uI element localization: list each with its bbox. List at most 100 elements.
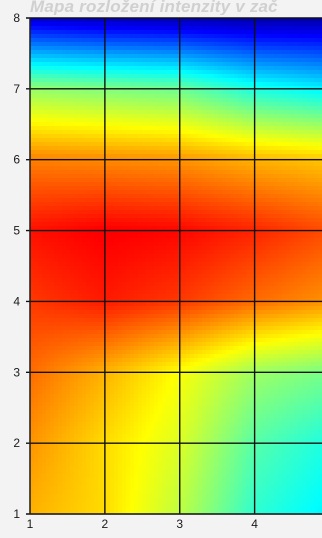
heatmap-cell xyxy=(310,202,315,207)
heatmap-cell xyxy=(282,166,287,171)
heatmap-cell xyxy=(186,102,191,107)
heatmap-cell xyxy=(142,142,147,147)
heatmap-cell xyxy=(150,286,155,291)
heatmap-cell xyxy=(210,118,215,123)
heatmap-cell xyxy=(142,30,147,35)
heatmap-cell xyxy=(150,22,155,27)
heatmap-cell xyxy=(174,106,179,111)
heatmap-cell xyxy=(94,110,99,115)
heatmap-cell xyxy=(142,42,147,47)
heatmap-cell xyxy=(194,262,199,267)
heatmap-cell xyxy=(54,262,59,267)
heatmap-cell xyxy=(222,270,227,275)
heatmap-cell xyxy=(30,210,35,215)
heatmap-cell xyxy=(58,242,63,247)
heatmap-cell xyxy=(146,74,151,79)
heatmap-cell xyxy=(258,138,263,143)
heatmap-cell xyxy=(210,142,215,147)
heatmap-cell xyxy=(50,218,55,223)
heatmap-cell xyxy=(90,278,95,283)
heatmap-cell xyxy=(78,138,83,143)
heatmap-cell xyxy=(114,182,119,187)
heatmap-cell xyxy=(86,262,91,267)
heatmap-cell xyxy=(174,214,179,219)
heatmap-cell xyxy=(210,182,215,187)
heatmap-cell xyxy=(162,94,167,99)
heatmap-cell xyxy=(290,186,295,191)
heatmap-cell xyxy=(214,46,219,51)
heatmap-cell xyxy=(318,122,322,127)
heatmap-cell xyxy=(186,46,191,51)
heatmap-cell xyxy=(182,30,187,35)
heatmap-cell xyxy=(234,278,239,283)
heatmap-cell xyxy=(158,30,163,35)
heatmap-cell xyxy=(202,142,207,147)
heatmap-cell xyxy=(246,146,251,151)
heatmap-cell xyxy=(186,38,191,43)
heatmap-cell xyxy=(238,46,243,51)
heatmap-cell xyxy=(278,30,283,35)
heatmap-cell xyxy=(130,42,135,47)
heatmap-cell xyxy=(34,98,39,103)
heatmap-cell xyxy=(42,130,47,135)
heatmap-cell xyxy=(250,238,255,243)
heatmap-cell xyxy=(138,206,143,211)
heatmap-cell xyxy=(278,130,283,135)
heatmap-cell xyxy=(254,166,259,171)
heatmap-cell xyxy=(46,58,51,63)
heatmap-cell xyxy=(142,50,147,55)
heatmap-cell xyxy=(218,130,223,135)
heatmap-cell xyxy=(314,162,319,167)
heatmap-cell xyxy=(194,162,199,167)
heatmap-cell xyxy=(142,214,147,219)
heatmap-cell xyxy=(78,34,83,39)
heatmap-cell xyxy=(190,202,195,207)
heatmap-cell xyxy=(86,202,91,207)
heatmap-cell xyxy=(78,210,83,215)
heatmap-cell xyxy=(202,278,207,283)
heatmap-cell xyxy=(158,50,163,55)
heatmap-cell xyxy=(126,166,131,171)
heatmap-cell xyxy=(46,98,51,103)
heatmap-cell xyxy=(210,238,215,243)
heatmap-cell xyxy=(62,238,67,243)
heatmap-cell xyxy=(226,38,231,43)
heatmap-cell xyxy=(74,78,79,83)
heatmap-cell xyxy=(154,194,159,199)
heatmap-cell xyxy=(298,46,303,51)
heatmap-cell xyxy=(138,230,143,235)
heatmap-cell xyxy=(114,186,119,191)
heatmap-cell xyxy=(222,278,227,283)
heatmap-cell xyxy=(114,74,119,79)
heatmap-cell xyxy=(298,146,303,151)
heatmap-cell xyxy=(266,130,271,135)
heatmap-cell xyxy=(114,238,119,243)
heatmap-cell xyxy=(266,238,271,243)
heatmap-cell xyxy=(318,170,322,175)
heatmap-cell xyxy=(230,238,235,243)
heatmap-cell xyxy=(34,194,39,199)
heatmap-cell xyxy=(122,130,127,135)
heatmap-cell xyxy=(78,186,83,191)
heatmap-cell xyxy=(202,46,207,51)
heatmap-cell xyxy=(254,258,259,263)
heatmap-cell xyxy=(170,98,175,103)
heatmap-cell xyxy=(34,282,39,287)
heatmap-cell xyxy=(314,278,319,283)
heatmap-cell xyxy=(306,246,311,251)
heatmap-cell xyxy=(162,118,167,123)
heatmap-cell xyxy=(166,182,171,187)
heatmap-cell xyxy=(174,238,179,243)
heatmap-cell xyxy=(162,162,167,167)
heatmap-cell xyxy=(78,198,83,203)
heatmap-cell xyxy=(242,22,247,27)
heatmap-cell xyxy=(134,46,139,51)
heatmap-cell xyxy=(138,238,143,243)
heatmap-cell xyxy=(206,150,211,155)
heatmap-cell xyxy=(266,170,271,175)
heatmap-cell xyxy=(162,74,167,79)
heatmap-cell xyxy=(130,258,135,263)
heatmap-cell xyxy=(66,114,71,119)
heatmap-cell xyxy=(54,30,59,35)
heatmap-cell xyxy=(310,126,315,131)
